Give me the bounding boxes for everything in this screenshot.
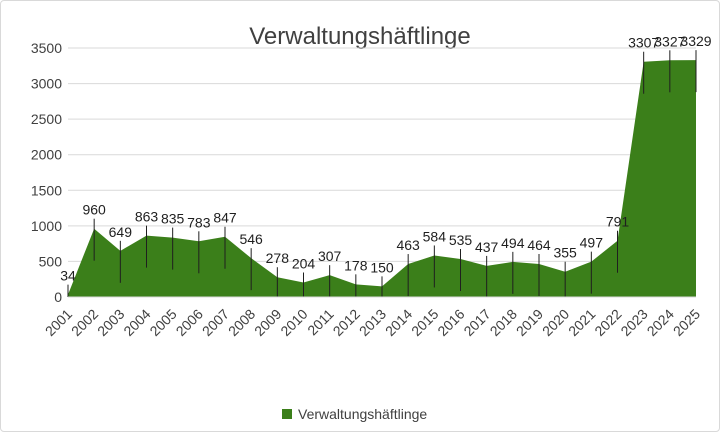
chart-title: Verwaltungshäftlinge bbox=[249, 23, 470, 50]
x-tick-label: 2016 bbox=[434, 306, 467, 339]
data-label: 497 bbox=[580, 235, 604, 251]
y-tick-label: 2500 bbox=[31, 111, 62, 127]
x-tick-label: 2017 bbox=[460, 306, 493, 339]
x-tick-label: 2008 bbox=[225, 306, 258, 339]
data-label: 863 bbox=[135, 209, 159, 225]
x-tick-label: 2001 bbox=[42, 306, 75, 339]
y-tick-label: 2000 bbox=[31, 147, 62, 163]
x-tick-label: 2011 bbox=[304, 306, 337, 339]
data-label: 278 bbox=[266, 250, 290, 266]
data-label: 3327 bbox=[654, 33, 685, 49]
legend-swatch bbox=[282, 409, 292, 419]
y-tick-label: 1000 bbox=[31, 218, 62, 234]
x-tick-label: 2023 bbox=[617, 306, 650, 339]
y-tick-label: 500 bbox=[39, 253, 63, 269]
data-label: 355 bbox=[553, 245, 577, 261]
x-tick-label: 2014 bbox=[382, 306, 415, 339]
data-label: 463 bbox=[396, 237, 420, 253]
x-tick-label: 2018 bbox=[487, 306, 520, 339]
data-label: 535 bbox=[449, 232, 473, 248]
x-tick-label: 2007 bbox=[199, 306, 232, 339]
x-tick-label: 2009 bbox=[251, 306, 284, 339]
y-tick-label: 1500 bbox=[31, 182, 62, 198]
data-label: 791 bbox=[606, 214, 630, 230]
x-tick-label: 2003 bbox=[94, 306, 127, 339]
data-label: 307 bbox=[318, 248, 342, 264]
y-tick-label: 3500 bbox=[31, 40, 62, 56]
legend-label: Verwaltungshäftlinge bbox=[298, 406, 427, 422]
data-label: 3307 bbox=[628, 35, 659, 51]
data-label: 835 bbox=[161, 211, 185, 227]
x-tick-label: 2024 bbox=[644, 306, 677, 339]
data-label: 437 bbox=[475, 239, 499, 255]
data-label: 960 bbox=[82, 202, 106, 218]
y-axis: 0 500 1000 1500 2000 2500 3000 3500 bbox=[31, 40, 62, 305]
x-tick-label: 2002 bbox=[68, 306, 101, 339]
gridlines bbox=[68, 47, 696, 262]
x-tick-label: 2006 bbox=[173, 306, 206, 339]
x-tick-label: 2005 bbox=[146, 306, 179, 339]
y-tick-label: 0 bbox=[54, 289, 62, 305]
data-label: 649 bbox=[109, 224, 133, 240]
x-tick-label: 2025 bbox=[670, 306, 703, 339]
x-axis: 2001200220032004200520062007200820092010… bbox=[42, 306, 703, 339]
data-label: 34 bbox=[60, 268, 76, 284]
x-tick-label: 2010 bbox=[277, 306, 310, 339]
data-label: 150 bbox=[370, 259, 394, 275]
x-tick-label: 2019 bbox=[513, 306, 546, 339]
x-tick-label: 2015 bbox=[408, 306, 441, 339]
x-tick-label: 2012 bbox=[330, 306, 363, 339]
x-tick-label: 2021 bbox=[565, 306, 598, 339]
data-label: 178 bbox=[344, 257, 368, 273]
data-label: 584 bbox=[423, 228, 447, 244]
x-tick-label: 2004 bbox=[120, 306, 153, 339]
legend: Verwaltungshäftlinge bbox=[282, 406, 427, 422]
x-tick-label: 2013 bbox=[356, 306, 389, 339]
data-label: 3329 bbox=[680, 33, 711, 49]
y-tick-label: 3000 bbox=[31, 76, 62, 92]
data-label: 204 bbox=[292, 255, 316, 271]
data-label: 546 bbox=[239, 231, 263, 247]
x-tick-label: 2022 bbox=[591, 306, 624, 339]
data-label: 464 bbox=[527, 237, 551, 253]
x-tick-label: 2020 bbox=[539, 306, 572, 339]
data-label: 494 bbox=[501, 235, 525, 251]
data-label: 783 bbox=[187, 214, 211, 230]
data-label: 847 bbox=[213, 210, 237, 226]
drop-lines bbox=[67, 50, 697, 297]
